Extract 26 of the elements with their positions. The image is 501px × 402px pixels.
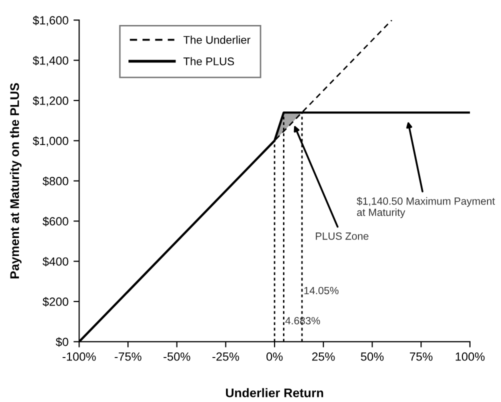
y-tick-label: $0 bbox=[56, 337, 68, 347]
x-tick-label: -25% bbox=[212, 352, 240, 361]
annotation: PLUS Zone bbox=[316, 232, 368, 240]
y-tick-label: $1,400 bbox=[32, 56, 68, 66]
x-tick-label: 25% bbox=[312, 352, 335, 361]
legend-label: The PLUS bbox=[183, 57, 234, 66]
x-axis-title: Underlier Return bbox=[226, 388, 324, 398]
y-tick-label: $200 bbox=[42, 297, 68, 307]
annotation: $1,140.50 Maximum Payment at Maturity bbox=[356, 196, 495, 218]
y-tick-label: $1,200 bbox=[32, 96, 68, 106]
y-tick-label: $400 bbox=[42, 256, 68, 266]
annotation: 4.683% bbox=[285, 317, 320, 324]
x-tick-label: -75% bbox=[114, 352, 142, 361]
x-tick-label: -50% bbox=[164, 352, 190, 361]
y-axis-title: Payment at Maturity on the PLUS bbox=[10, 83, 22, 278]
y-tick-label: $600 bbox=[42, 216, 68, 226]
legend-label: The Underlier bbox=[183, 36, 250, 44]
annotation: 14.05% bbox=[304, 286, 339, 294]
y-tick-label: $1,000 bbox=[32, 136, 68, 146]
x-tick-label: -100% bbox=[62, 352, 96, 361]
x-tick-label: 75% bbox=[410, 352, 432, 361]
x-tick-label: 50% bbox=[360, 352, 384, 361]
y-tick-label: $800 bbox=[42, 176, 68, 186]
x-tick-label: 100% bbox=[456, 352, 485, 361]
x-tick-label: 0% bbox=[266, 352, 283, 361]
y-tick-label: $1,600 bbox=[32, 16, 68, 26]
